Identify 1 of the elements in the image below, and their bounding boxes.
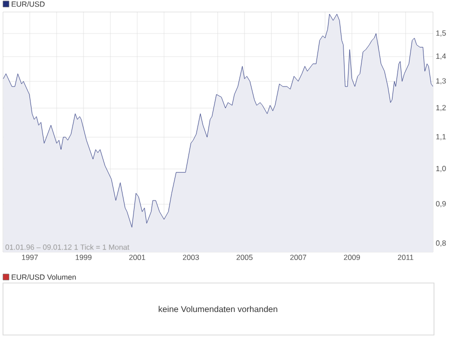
text: keine Volumendaten vorhanden bbox=[158, 306, 278, 312]
